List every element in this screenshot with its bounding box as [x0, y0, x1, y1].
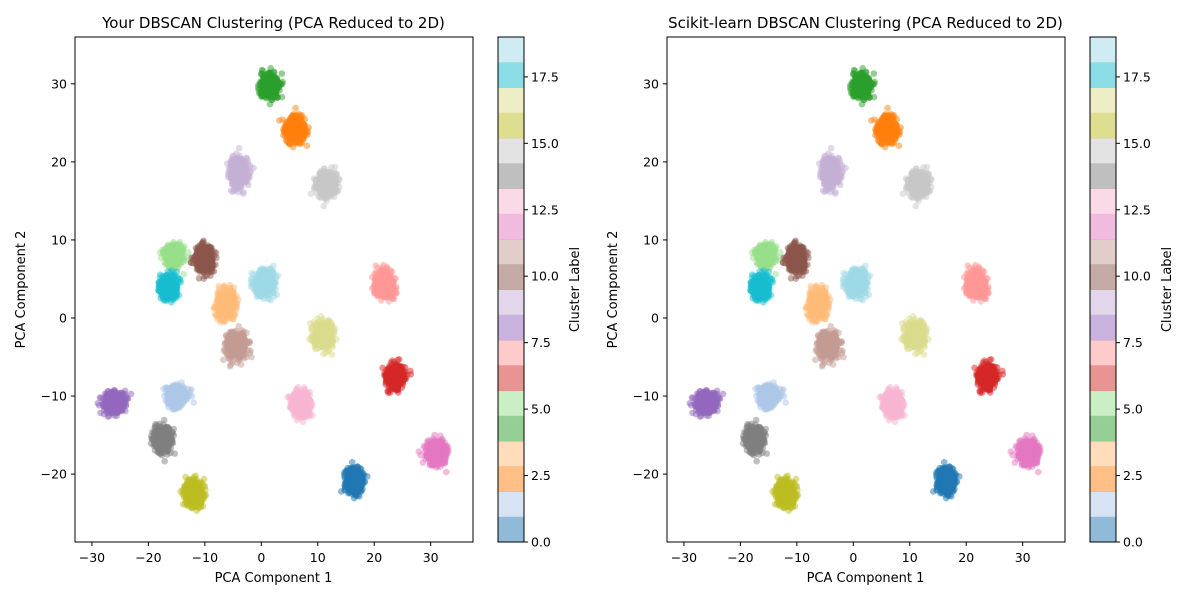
left-point [278, 70, 286, 77]
left-point [371, 288, 379, 295]
left-point [351, 468, 358, 475]
left-point [281, 128, 288, 136]
left-chart-panel: Your DBSCAN Clustering (PCA Reduced to 2… [14, 14, 583, 586]
left-point [173, 255, 180, 263]
left-cluster-2 [275, 104, 313, 151]
left-point [381, 372, 388, 379]
left-point [297, 116, 304, 124]
left-point [355, 479, 363, 486]
left-point [292, 104, 299, 112]
left-point [230, 311, 238, 319]
left-point [271, 93, 279, 101]
left-point [182, 391, 189, 399]
left-point [215, 282, 223, 290]
left-point [215, 308, 222, 316]
left-point [172, 391, 180, 398]
left-point [270, 76, 277, 84]
left-point [164, 250, 172, 257]
left-cluster-0 [338, 458, 371, 502]
left-point [286, 140, 293, 148]
left-point [348, 458, 356, 466]
left-scatter-points [94, 64, 452, 514]
left-point [190, 399, 197, 406]
left-point [171, 398, 178, 405]
left-point [380, 293, 388, 301]
left-point [116, 403, 123, 411]
left-point [372, 280, 380, 287]
left-point [393, 365, 401, 372]
left-chart-title: Your DBSCAN Clustering (PCA Reduced to 2… [101, 14, 445, 32]
left-cluster-1 [160, 379, 197, 413]
left-point [372, 268, 380, 276]
left-point [271, 85, 279, 93]
left-point [393, 289, 400, 297]
left-point [172, 385, 180, 393]
left-point [221, 308, 229, 316]
left-point [286, 133, 293, 140]
left-point [338, 488, 345, 495]
left-point [219, 298, 226, 306]
left-point [372, 262, 379, 269]
left-point [392, 372, 400, 379]
left-point [109, 406, 116, 414]
left-point [112, 396, 119, 404]
left-point [174, 244, 181, 252]
left-point [403, 371, 411, 379]
left-point [355, 486, 362, 494]
left-point [348, 483, 355, 491]
left-point [394, 380, 402, 387]
left-point [222, 290, 229, 298]
left-point [341, 474, 349, 482]
left-point [110, 389, 117, 397]
left-point [298, 127, 306, 135]
left-point [295, 133, 302, 140]
left-point [227, 289, 235, 296]
left-point [385, 280, 392, 288]
left-point [382, 265, 390, 272]
left-point [257, 70, 265, 78]
